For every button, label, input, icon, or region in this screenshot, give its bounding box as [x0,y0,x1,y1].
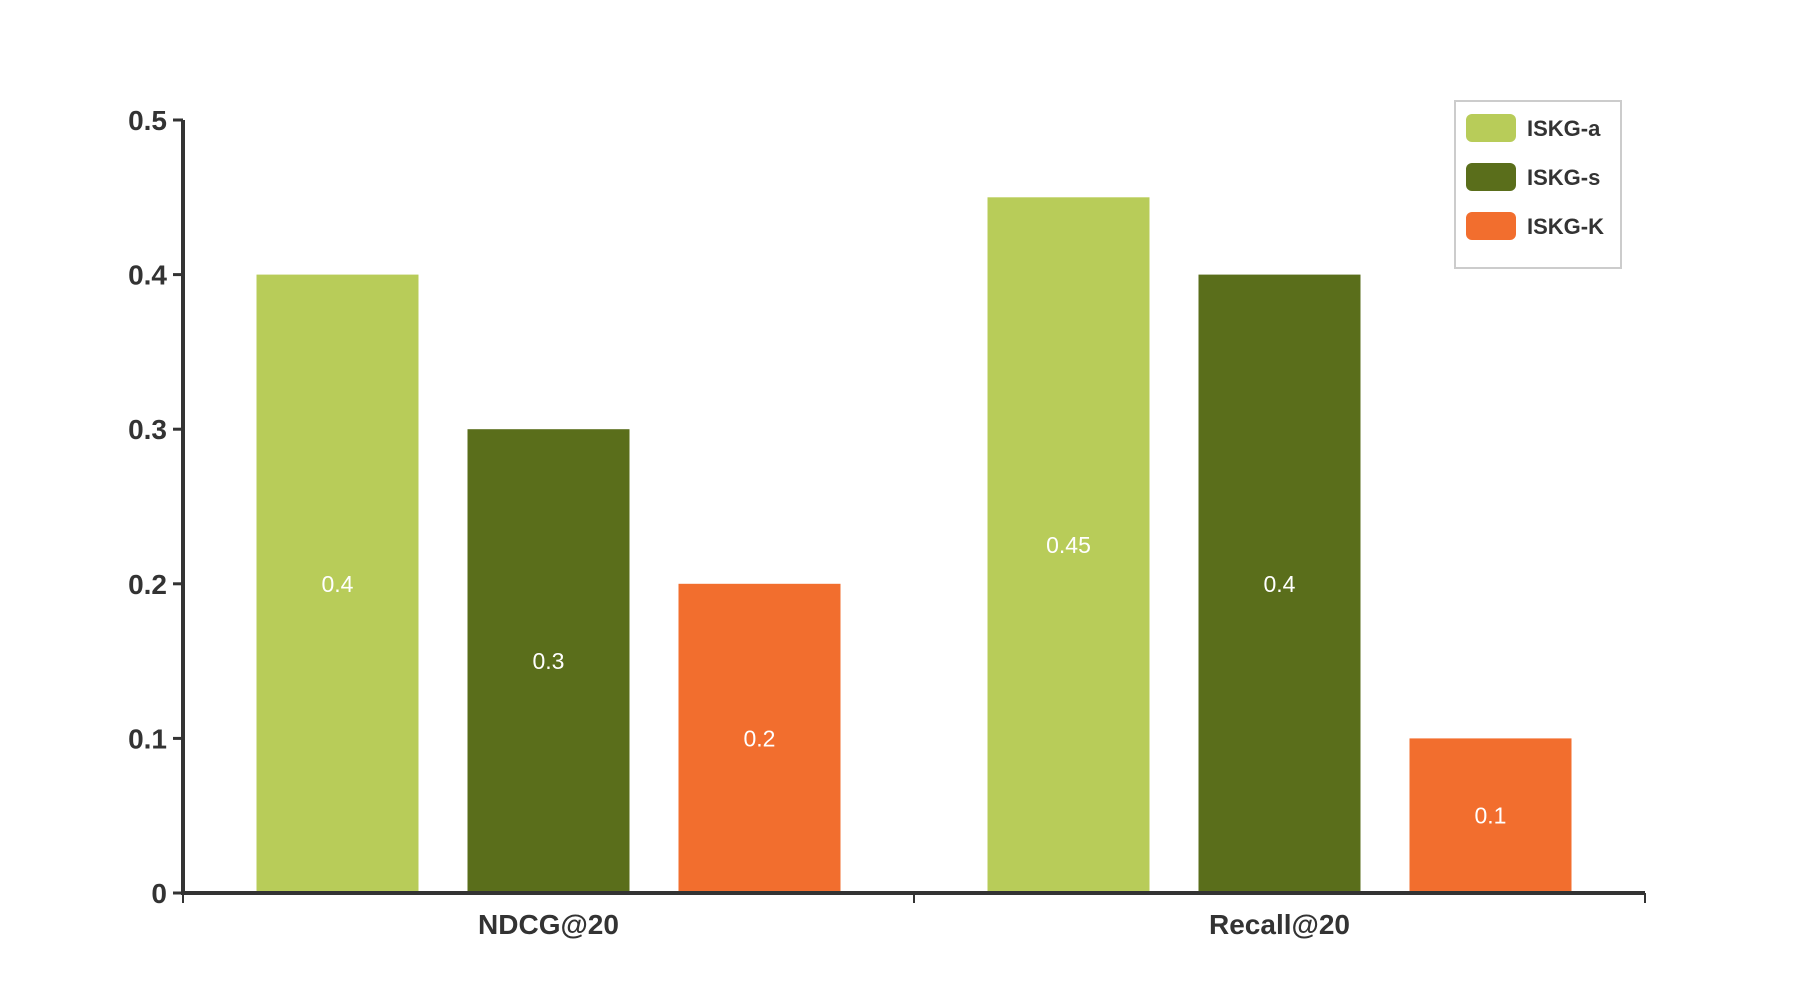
bars-layer [256,197,1572,894]
y-tick-label: 0.4 [128,260,167,291]
x-category-label: NDCG@20 [478,909,619,940]
legend: ISKG-a ISKG-s ISKG-K [1454,100,1622,269]
y-tick-label: 0.1 [128,723,167,754]
bar-iskg-k-ndcg20 [678,583,841,893]
data-label: 0.4 [322,571,354,597]
legend-swatch-iskg-a [1466,114,1516,142]
data-label: 0.2 [744,725,776,751]
axes-layer: 0 0.1 0.2 0.3 0.4 0.5 NDCG@20 Recall@20 [128,105,1646,940]
legend-label: ISKG-a [1527,116,1601,141]
y-tick-label: 0.5 [128,105,167,136]
y-tick-label: 0.3 [128,414,167,445]
data-label: 0.4 [1264,571,1296,597]
y-tick-label: 0.2 [128,569,167,600]
x-category-label: Recall@20 [1209,909,1350,940]
legend-swatch-iskg-k [1466,212,1516,240]
data-labels-layer: 0.4 0.3 0.2 0.45 0.4 0.1 [322,532,1507,829]
data-label: 0.1 [1475,803,1507,829]
data-label: 0.45 [1046,532,1091,558]
legend-label: ISKG-s [1527,165,1600,190]
bar-iskg-s-recall20 [1198,274,1361,894]
bar-iskg-s-ndcg20 [467,429,630,893]
legend-swatch-iskg-s [1466,163,1516,191]
legend-label: ISKG-K [1527,214,1604,239]
bar-iskg-a-recall20 [987,197,1150,894]
bar-iskg-a-ndcg20 [256,274,419,894]
data-label: 0.3 [533,648,565,674]
bar-iskg-k-recall20 [1409,738,1572,893]
y-tick-label: 0 [151,878,167,909]
